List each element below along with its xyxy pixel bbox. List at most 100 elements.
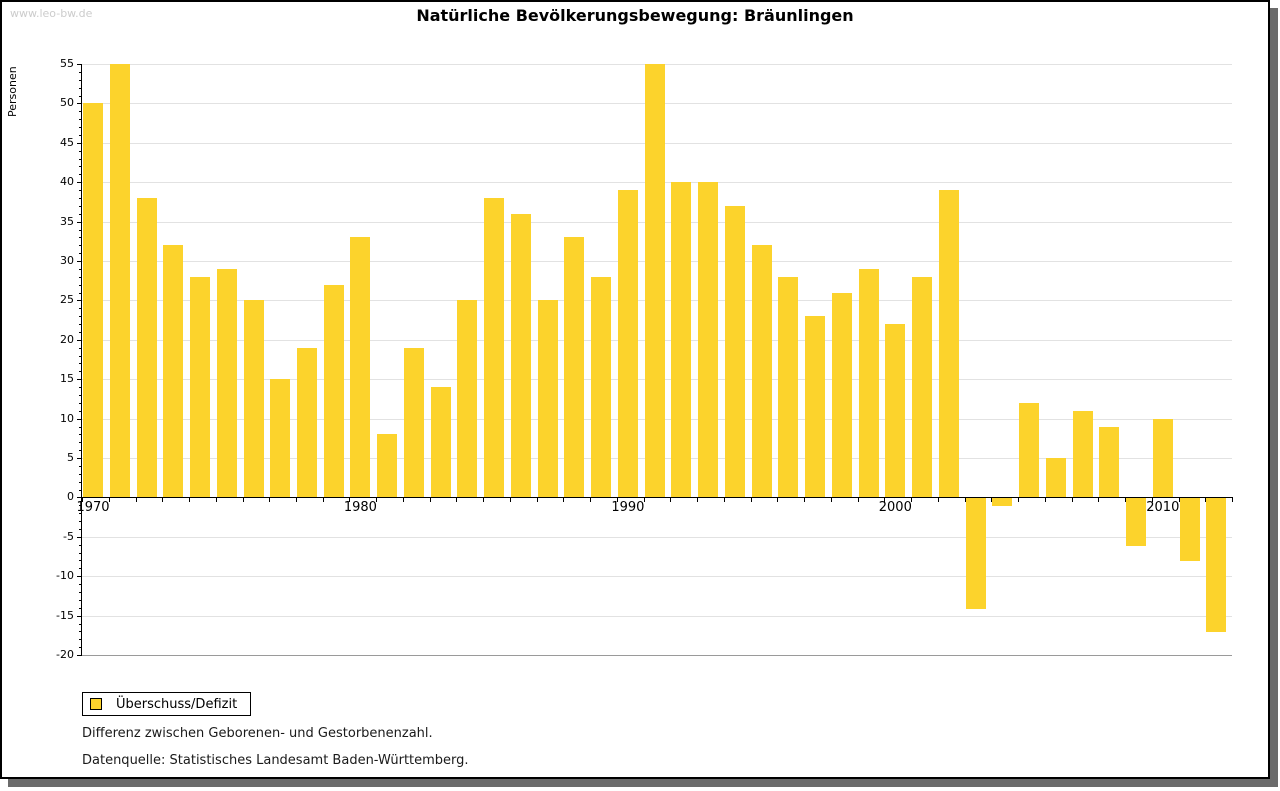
x-tick [1098, 497, 1100, 503]
y-tick [79, 158, 82, 160]
y-axis-tick-label: 20 [60, 332, 74, 346]
y-tick [79, 237, 82, 239]
y-tick [79, 505, 82, 507]
chart-title: Natürliche Bevölkerungsbewegung: Bräunli… [416, 6, 854, 25]
y-tick [77, 576, 82, 578]
x-tick [189, 497, 190, 503]
y-tick [77, 497, 82, 499]
bar-1982 [403, 347, 424, 498]
x-tick [296, 497, 297, 503]
x-tick [135, 497, 137, 503]
y-tick [79, 79, 82, 81]
y-tick [79, 229, 82, 231]
y-tick [79, 284, 82, 286]
y-tick [79, 450, 82, 452]
x-tick [483, 497, 485, 503]
y-axis-tick-label: 55 [60, 57, 74, 70]
y-axis-tick-label: 5 [67, 451, 74, 464]
bar-1984 [457, 300, 478, 498]
x-tick [1205, 497, 1207, 503]
bar-1989 [591, 276, 612, 498]
y-tick [79, 276, 82, 278]
y-tick [79, 324, 82, 325]
bar-2006 [1045, 458, 1066, 498]
y-tick [79, 560, 82, 562]
y-tick [79, 150, 82, 152]
x-axis-tick-label-1990: 1990 [611, 500, 645, 516]
bar-1983 [430, 387, 451, 498]
bar-2005 [1019, 402, 1039, 498]
y-tick [79, 166, 82, 168]
bar-2004 [992, 498, 1013, 507]
y-tick [77, 655, 82, 656]
bar-2001 [912, 276, 933, 498]
bar-1987 [537, 300, 558, 498]
x-tick [670, 497, 672, 503]
y-axis-tick-label: -20 [56, 648, 74, 661]
bar-1970 [83, 103, 103, 498]
x-tick [911, 497, 913, 503]
bar-2011 [1179, 498, 1200, 562]
y-axis-line [81, 64, 82, 655]
bar-1988 [564, 237, 585, 498]
y-tick [79, 528, 82, 530]
x-tick [1151, 497, 1153, 503]
bar-2012 [1206, 498, 1227, 633]
plot-area: 55 50 45 40 35 30 25 20 15 10 5 0 -5 -10 -15 -20 1970 198… [2, 2, 1268, 777]
y-tick [79, 127, 82, 128]
bar-2009 [1126, 498, 1146, 546]
bar-1990 [617, 190, 638, 498]
bar-1974 [190, 276, 210, 498]
y-tick [79, 292, 82, 294]
y-tick [77, 418, 82, 420]
x-tick [82, 497, 83, 503]
y-tick [79, 190, 82, 192]
y-tick [79, 316, 82, 318]
x-tick [402, 497, 404, 503]
y-tick [79, 623, 82, 625]
bar-1985 [484, 198, 505, 498]
x-tick [1044, 497, 1046, 503]
y-tick [79, 245, 82, 247]
gridline--20 [82, 655, 1232, 656]
y-tick [79, 87, 82, 89]
y-tick [79, 639, 82, 641]
y-tick [77, 536, 82, 538]
x-axis-tick-label-2000: 2000 [878, 500, 912, 516]
y-tick [79, 308, 82, 310]
bar-1996 [778, 276, 799, 498]
x-tick [322, 497, 324, 503]
bar-2003 [965, 498, 986, 609]
x-tick [750, 497, 752, 503]
footnote-description: Differenz zwischen Geborenen- und Gestor… [82, 726, 433, 741]
y-tick [79, 213, 82, 215]
y-tick [79, 111, 82, 113]
y-tick [79, 513, 82, 515]
y-tick [79, 584, 82, 586]
y-axis-tick-label: -15 [56, 608, 74, 622]
y-tick [77, 458, 82, 459]
legend-swatch [90, 698, 102, 710]
y-tick [79, 387, 82, 389]
bar-1986 [510, 213, 531, 498]
y-axis-tick-label: 35 [60, 214, 74, 228]
bar-2010 [1152, 418, 1173, 498]
x-tick [1018, 497, 1019, 503]
x-tick [697, 497, 699, 503]
x-tick [269, 497, 271, 503]
x-tick [723, 497, 725, 503]
bar-1997 [805, 316, 826, 498]
x-tick [590, 497, 592, 503]
bar-1991 [644, 64, 665, 498]
y-tick [79, 631, 82, 633]
bar-2007 [1072, 410, 1093, 498]
y-tick [79, 465, 82, 467]
bar-2008 [1099, 426, 1120, 498]
y-tick [79, 198, 82, 199]
bar-1976 [243, 300, 264, 498]
y-axis-tick-label: 0 [67, 490, 74, 504]
y-tick [77, 300, 82, 302]
y-tick [79, 347, 82, 349]
gridline--5 [82, 536, 1232, 538]
y-tick [77, 182, 82, 184]
